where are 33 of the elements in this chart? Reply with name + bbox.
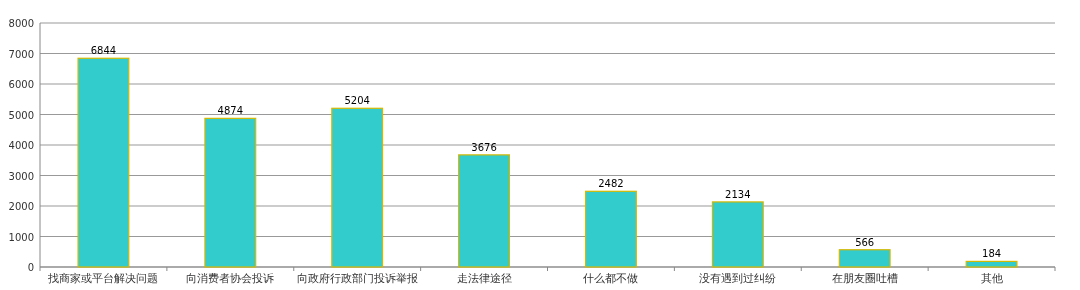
x-tick-label: 向消费者协会投诉 [186, 272, 275, 285]
x-tick-label: 其他 [980, 272, 1003, 285]
y-tick-label: 1000 [8, 231, 34, 243]
bar [204, 117, 257, 268]
y-tick-label: 6000 [8, 79, 34, 90]
x-tick-label: 走法律途径 [456, 272, 512, 285]
bar [331, 107, 384, 268]
bar [584, 190, 637, 268]
bar [711, 201, 764, 268]
x-tick-label: 什么都不做 [583, 272, 639, 285]
y-tick-label: 3000 [8, 170, 34, 182]
y-tick-label: 5000 [8, 109, 34, 121]
y-tick-label: 4000 [8, 140, 34, 151]
bar [458, 154, 511, 268]
y-tick-label: 8000 [8, 18, 34, 29]
x-tick-label: 向政府行政部门投诉举报 [296, 272, 418, 285]
bar [965, 260, 1018, 268]
x-tick-label: 没有遇到过纠纷 [699, 272, 777, 285]
y-tick-label: 2000 [8, 201, 34, 212]
x-tick-label: 找商家或平台解决问题 [47, 272, 159, 285]
data-label: 2134 [725, 188, 751, 200]
y-tick-label: 7000 [8, 48, 34, 60]
data-label: 3676 [471, 141, 497, 153]
x-tick-label: 在朋友圈吐槽 [831, 272, 898, 285]
data-label: 566 [855, 236, 875, 248]
bar [77, 57, 130, 268]
data-label: 5204 [344, 95, 370, 107]
data-label: 2482 [598, 178, 624, 190]
data-label: 4874 [217, 105, 244, 117]
data-label: 184 [982, 248, 1002, 260]
y-tick-label: 0 [27, 262, 34, 273]
data-label: 6844 [90, 45, 117, 57]
bar [838, 249, 891, 268]
